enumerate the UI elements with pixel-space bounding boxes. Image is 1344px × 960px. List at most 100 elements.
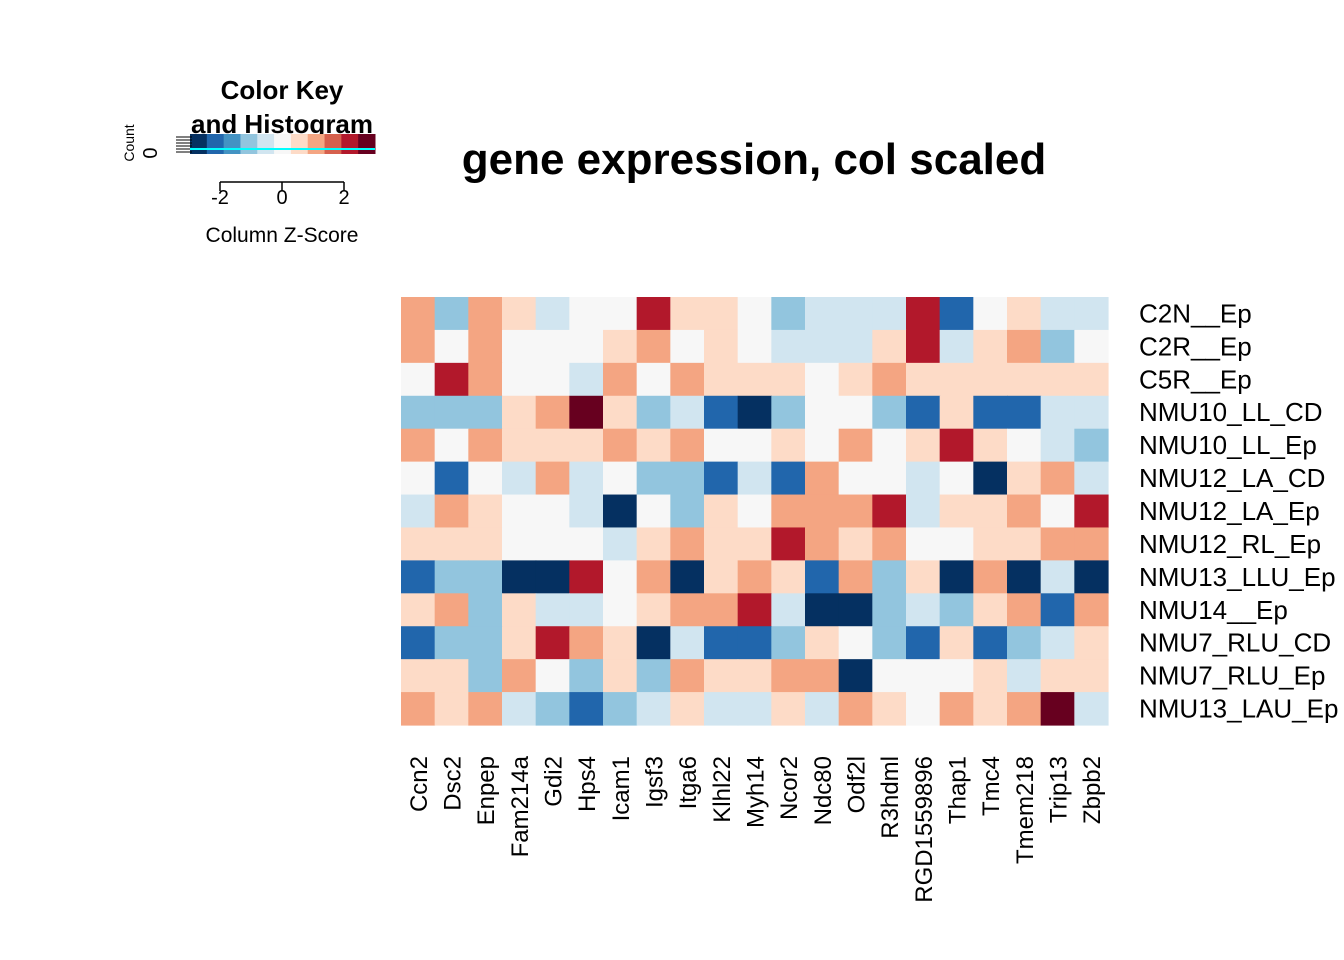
heatmap-cell — [838, 692, 873, 726]
heatmap-cell — [704, 626, 739, 660]
column-label: Tmc4 — [978, 756, 1005, 816]
row-label: C2R__Ep — [1139, 331, 1252, 361]
heatmap-cell — [434, 626, 469, 660]
heatmap-cell — [771, 593, 806, 627]
heatmap-cell — [1007, 395, 1042, 430]
heatmap-cell — [468, 692, 503, 726]
heatmap-cell — [603, 560, 638, 594]
heatmap-cell — [569, 527, 604, 561]
heatmap-cell — [502, 428, 537, 463]
key-color-segment — [206, 134, 225, 154]
heatmap-cell — [401, 395, 436, 430]
heatmap-cell — [704, 692, 739, 726]
heatmap-cell — [704, 494, 739, 529]
heatmap-cell — [704, 560, 739, 594]
heatmap-cell — [1040, 626, 1075, 660]
row-label: C5R__Ep — [1139, 364, 1252, 394]
heatmap-cell — [939, 395, 974, 430]
key-color-segment — [274, 134, 292, 154]
heatmap-cell — [805, 297, 840, 331]
heatmap-cell — [771, 560, 806, 594]
heatmap-cell — [1074, 362, 1109, 397]
heatmap-cell — [535, 297, 570, 331]
row-label: NMU14__Ep — [1139, 595, 1288, 625]
heatmap-cell — [636, 329, 671, 364]
heatmap-cell — [569, 494, 604, 529]
heatmap-cell — [838, 560, 873, 594]
heatmap-cell — [603, 692, 638, 726]
key-xtick-label: -2 — [211, 187, 229, 209]
heatmap-cell — [973, 593, 1008, 627]
heatmap-cell — [1007, 362, 1042, 397]
heatmap-cell — [401, 527, 436, 561]
heatmap-cell — [1040, 527, 1075, 561]
column-label: Hps4 — [574, 756, 601, 812]
heatmap-cell — [704, 527, 739, 561]
heatmap-cell — [838, 428, 873, 463]
row-label: NMU13_LAU_Ep — [1139, 694, 1338, 724]
heatmap-cell — [737, 626, 772, 660]
heatmap-cell — [1007, 494, 1042, 529]
heatmap-cell — [401, 593, 436, 627]
key-xtick-label: 2 — [338, 187, 349, 209]
heatmap-cell — [502, 626, 537, 660]
heatmap-cell — [636, 593, 671, 627]
key-ytick: 0 — [140, 147, 162, 158]
heatmap-cell — [1007, 626, 1042, 660]
heatmap-cell — [973, 461, 1008, 496]
heatmap-cell — [569, 692, 604, 726]
key-xlabel: Column Z-Score — [206, 224, 359, 247]
heatmap-cell — [670, 395, 705, 430]
heatmap-cell — [468, 329, 503, 364]
heatmap-cell — [906, 297, 941, 331]
heatmap-cell — [670, 560, 705, 594]
heatmap-cell — [1074, 692, 1109, 726]
heatmap-cell — [670, 362, 705, 397]
heatmap-cell — [502, 593, 537, 627]
heatmap-cell — [939, 329, 974, 364]
heatmap-cell — [737, 362, 772, 397]
column-label: Itga6 — [675, 756, 702, 809]
heatmap-cell — [805, 659, 840, 693]
heatmap-cell — [939, 659, 974, 693]
heatmap-cell — [805, 329, 840, 364]
column-label: Tmem218 — [1012, 756, 1039, 864]
key-color-segment — [257, 134, 275, 154]
heatmap-cell — [535, 692, 570, 726]
heatmap-cell — [401, 560, 436, 594]
heatmap-cell — [737, 593, 772, 627]
heatmap-cell — [1007, 659, 1042, 693]
heatmap-cell — [603, 527, 638, 561]
heatmap-cell — [535, 395, 570, 430]
heatmap-cell — [468, 560, 503, 594]
heatmap-cell — [502, 560, 537, 594]
column-label: Klhl22 — [709, 756, 736, 823]
heatmap-cell — [939, 626, 974, 660]
heatmap-cell — [636, 626, 671, 660]
heatmap-cell — [906, 593, 941, 627]
key-color-segment — [223, 134, 241, 154]
heatmap-cell — [973, 329, 1008, 364]
row-label: NMU7_RLU_CD — [1139, 628, 1331, 658]
heatmap-cell — [502, 692, 537, 726]
heatmap-cell — [670, 329, 705, 364]
key-color-segment — [324, 134, 342, 154]
key-color-segment — [290, 134, 309, 154]
heatmap-cell — [468, 297, 503, 331]
heatmap-cell — [704, 428, 739, 463]
heatmap-cell — [401, 329, 436, 364]
heatmap-cell — [401, 626, 436, 660]
heatmap-cell — [737, 692, 772, 726]
heatmap-cell — [569, 626, 604, 660]
heatmap-cell — [805, 461, 840, 496]
heatmap-cell — [906, 362, 941, 397]
heatmap-cell — [838, 593, 873, 627]
heatmap-cell — [1074, 329, 1109, 364]
key-color-strip — [176, 134, 376, 154]
heatmap-cell — [704, 461, 739, 496]
heatmap-cell — [670, 428, 705, 463]
heatmap-cell — [906, 659, 941, 693]
heatmap-cell — [636, 362, 671, 397]
heatmap-cell — [1074, 428, 1109, 463]
heatmap-cell — [737, 494, 772, 529]
